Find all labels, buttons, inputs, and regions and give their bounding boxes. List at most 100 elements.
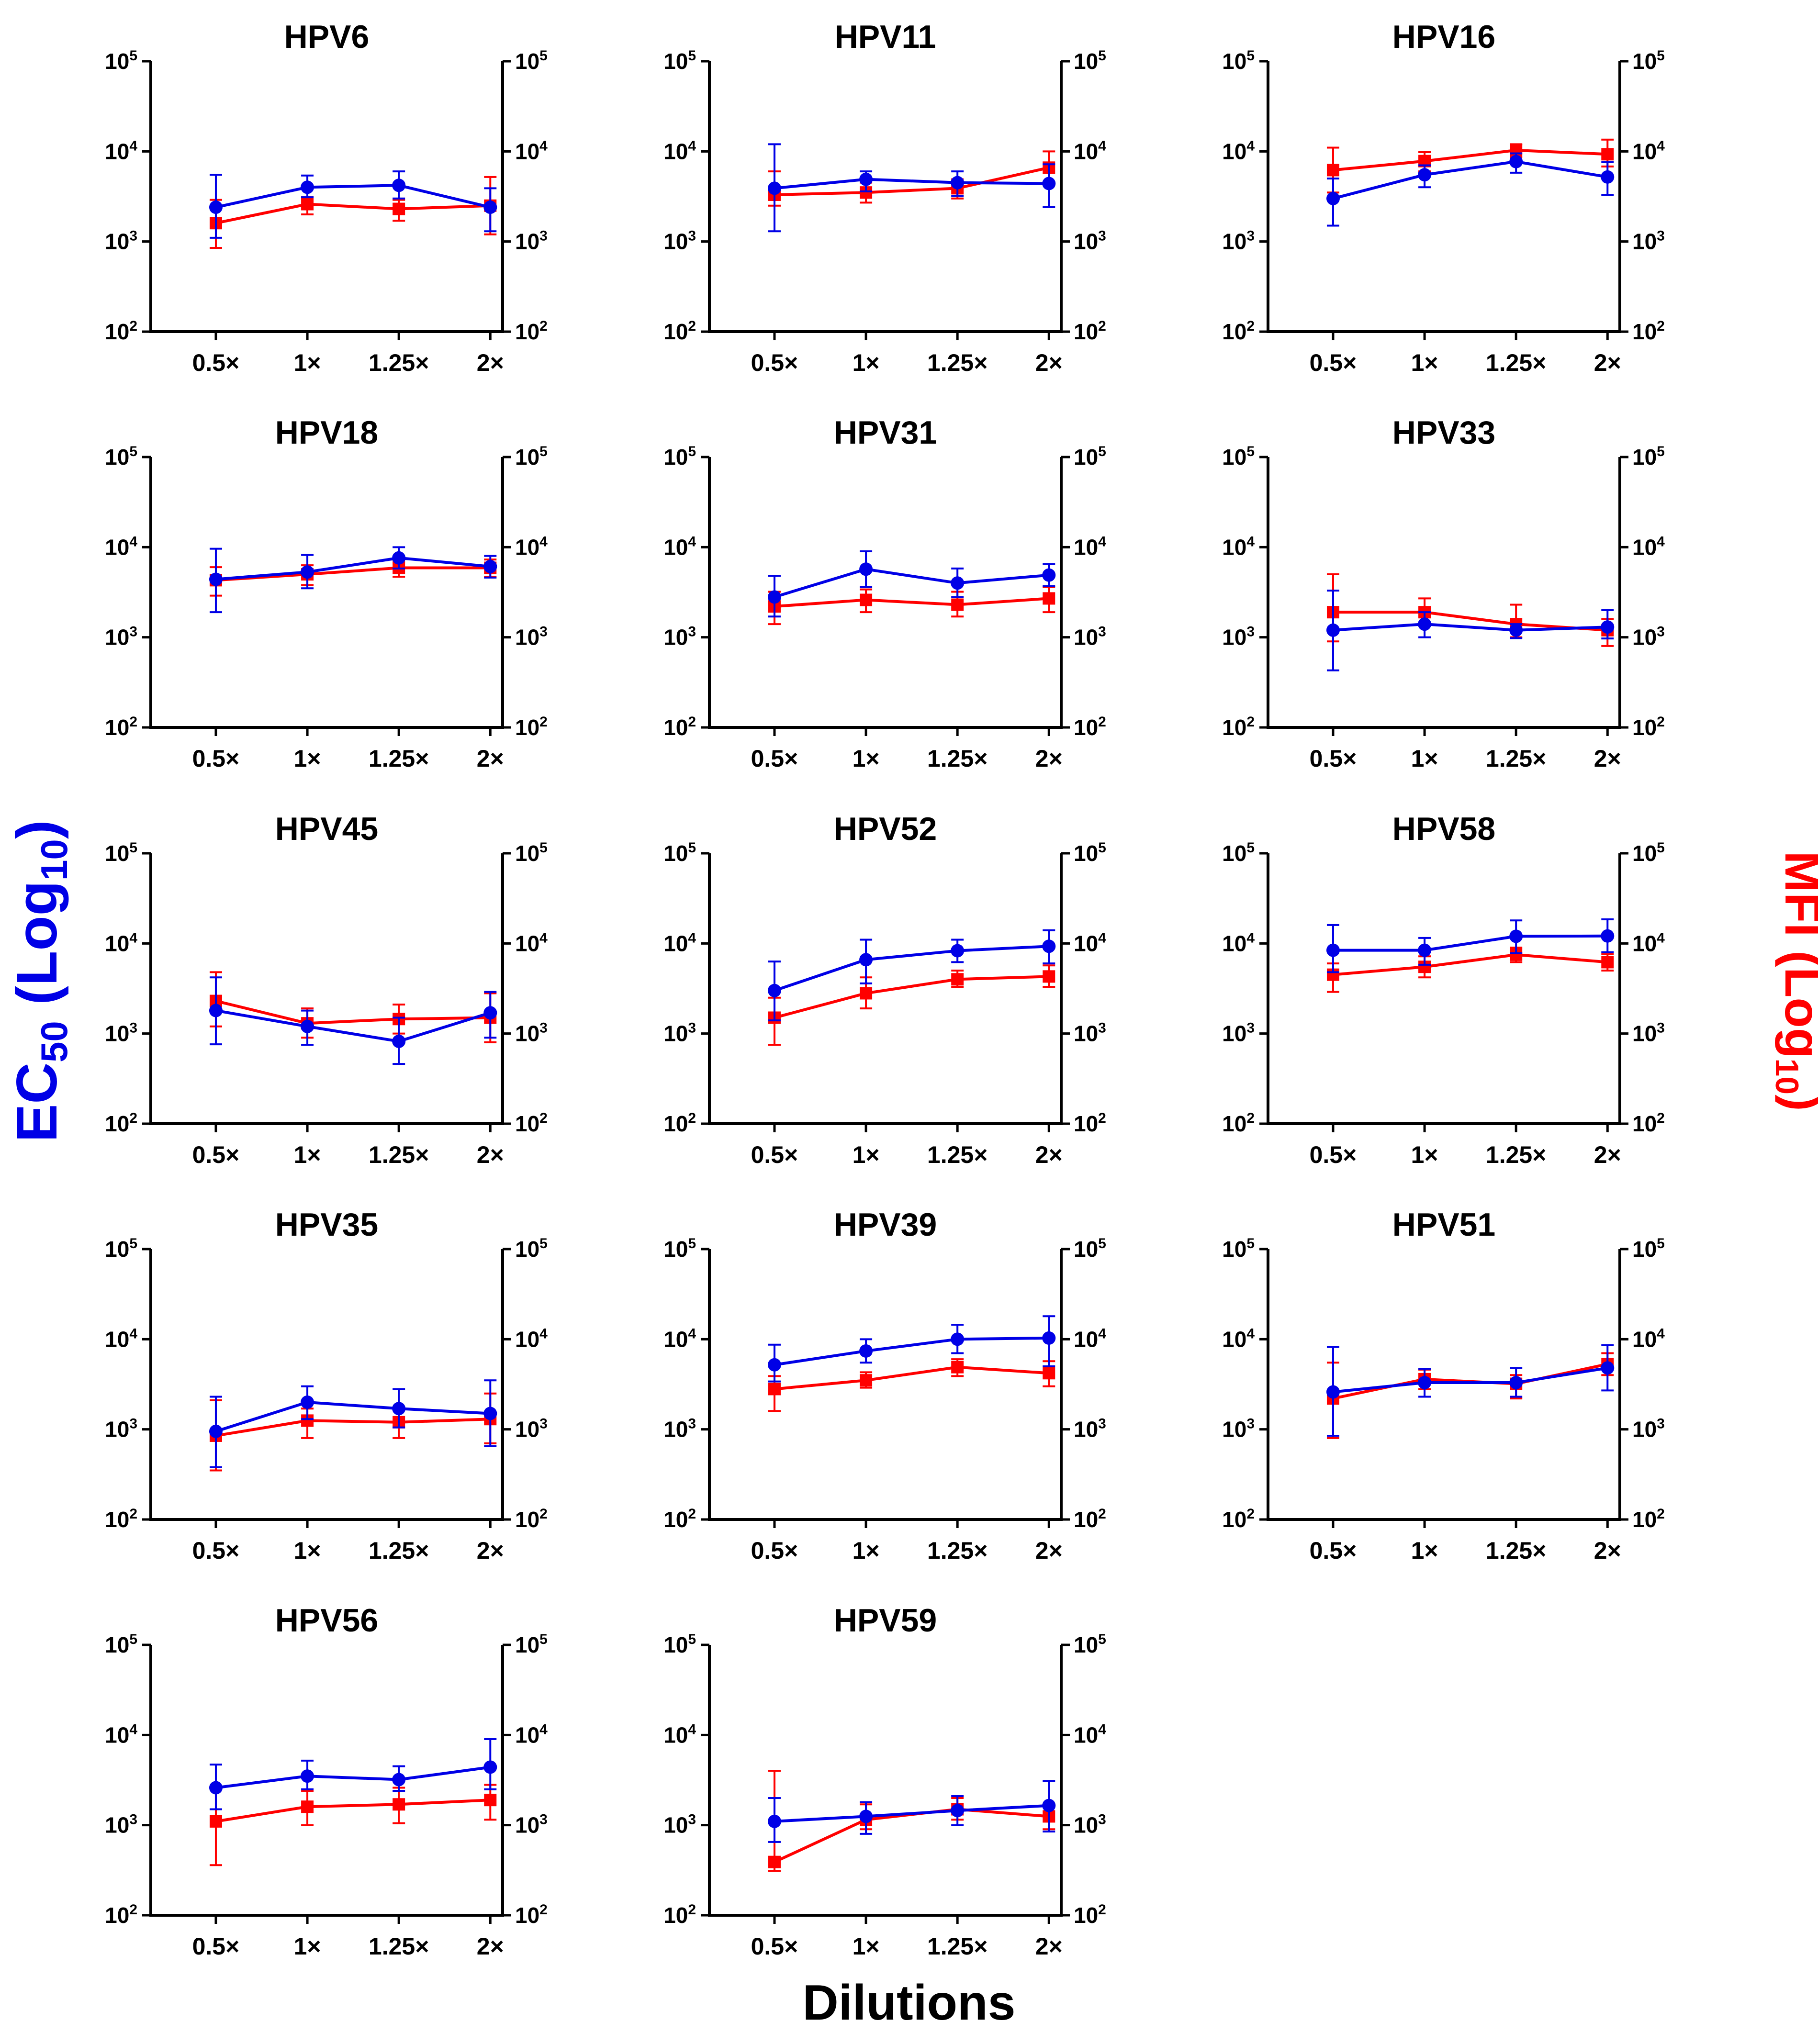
y-tick-label: 103 — [663, 1812, 696, 1838]
ec50-series-line — [1333, 1366, 1608, 1394]
mfi-series-line — [774, 166, 1049, 197]
y-tick-label: 102 — [1222, 714, 1255, 740]
y-tick-label: 103 — [105, 228, 137, 254]
ec50-point — [767, 1814, 781, 1828]
y2-tick-label: 105 — [1632, 1236, 1665, 1262]
y-tick-label: 103 — [663, 1020, 696, 1046]
mfi-point — [1043, 970, 1055, 983]
ec50-series-line — [215, 1765, 491, 1789]
left-axis-title-rest: (Log — [5, 881, 69, 1021]
y-tick-label: 103 — [105, 624, 137, 650]
y2-tick-label: 104 — [1074, 138, 1106, 164]
y-tick-label: 102 — [105, 1110, 137, 1136]
x-tick-label: 2× — [1035, 745, 1063, 772]
y-tick-label: 104 — [663, 1326, 696, 1351]
mfi-point — [1043, 592, 1055, 605]
chart-panel: HPV58 102 102 103 103 104 104 105 105 0.5× 1× 1.25×… — [1222, 811, 1665, 1168]
y-tick-label: 105 — [663, 48, 696, 74]
y2-tick-label: 105 — [515, 444, 548, 469]
y-tick-label: 105 — [105, 48, 137, 74]
ec50-point — [951, 576, 965, 590]
y2-tick-label: 104 — [1632, 138, 1665, 164]
y-tick-label: 103 — [663, 1416, 696, 1442]
panel-title: HPV59 — [834, 1602, 937, 1639]
mfi-point — [1043, 1367, 1055, 1380]
left-axis-title-close: ) — [5, 820, 69, 839]
y-tick-label: 102 — [105, 318, 137, 344]
x-tick-label: 0.5× — [192, 1537, 240, 1564]
y-tick-label: 102 — [105, 1902, 137, 1928]
ec50-point — [1042, 1798, 1056, 1812]
right-axis-title-close: ) — [1774, 1095, 1818, 1111]
x-tick-label: 0.5× — [751, 1537, 798, 1564]
ec50-point — [209, 572, 223, 586]
y2-tick-label: 104 — [1074, 1721, 1106, 1747]
x-tick-label: 0.5× — [192, 745, 240, 772]
y-tick-label: 104 — [105, 930, 137, 956]
y2-tick-label: 104 — [1074, 930, 1106, 956]
x-tick-label: 2× — [477, 349, 504, 376]
y-tick-label: 102 — [663, 714, 696, 740]
ec50-point — [767, 590, 781, 604]
y-tick-label: 103 — [1222, 228, 1255, 254]
x-tick-label: 1× — [853, 1141, 880, 1168]
ec50-point — [859, 1344, 873, 1358]
panel-title: HPV6 — [284, 19, 370, 55]
x-tick-label: 1.25× — [927, 1537, 988, 1564]
y2-tick-label: 103 — [1632, 1416, 1665, 1442]
x-tick-label: 0.5× — [751, 745, 798, 772]
mfi-point — [301, 198, 314, 211]
y-tick-label: 103 — [105, 1020, 137, 1046]
right-axis-title-sub: 10 — [1769, 1058, 1805, 1095]
ec50-point — [483, 1006, 497, 1020]
x-tick-label: 0.5× — [192, 1141, 240, 1168]
ec50-series-line — [774, 1336, 1049, 1366]
y-tick-label: 102 — [663, 1902, 696, 1928]
ec50-point — [483, 559, 497, 573]
y-tick-label: 103 — [1222, 1416, 1255, 1442]
y2-tick-label: 102 — [1632, 1506, 1665, 1532]
x-tick-label: 1.25× — [1486, 745, 1547, 772]
ec50-point — [951, 176, 965, 190]
y2-tick-label: 103 — [515, 624, 548, 650]
ec50-point — [859, 562, 873, 576]
panel-title: HPV16 — [1392, 19, 1495, 55]
ec50-series-line — [1333, 160, 1608, 200]
x-tick-label: 2× — [1594, 349, 1621, 376]
y2-tick-label: 104 — [1074, 1326, 1106, 1351]
x-tick-label: 2× — [1035, 349, 1063, 376]
x-tick-label: 1× — [853, 745, 880, 772]
ec50-point — [301, 180, 314, 194]
y2-tick-label: 102 — [515, 1902, 548, 1928]
y-tick-label: 104 — [105, 1721, 137, 1747]
x-tick-label: 2× — [1594, 1141, 1621, 1168]
chart-panels: HPV6 102 102 103 103 104 104 105 105 0.5× 1× 1.25× 2… — [105, 19, 1665, 1960]
y2-tick-label: 102 — [1632, 714, 1665, 740]
y2-tick-label: 102 — [515, 1506, 548, 1532]
y-tick-label: 105 — [663, 1631, 696, 1657]
x-tick-label: 1× — [294, 745, 321, 772]
mfi-point — [860, 593, 873, 606]
x-tick-label: 0.5× — [751, 1933, 798, 1960]
y-tick-label: 103 — [105, 1416, 137, 1442]
x-tick-label: 1× — [294, 1933, 321, 1960]
y-tick-label: 103 — [105, 1812, 137, 1838]
panel-title: HPV56 — [275, 1602, 378, 1639]
y-tick-label: 104 — [1222, 534, 1255, 559]
y2-tick-label: 102 — [515, 1110, 548, 1136]
y-tick-label: 104 — [663, 534, 696, 559]
x-tick-label: 1× — [1411, 1141, 1438, 1168]
x-tick-label: 1.25× — [369, 1933, 429, 1960]
ec50-point — [1326, 191, 1340, 205]
panel-title: HPV51 — [1392, 1206, 1495, 1243]
y2-tick-label: 105 — [1074, 840, 1106, 866]
y2-tick-label: 103 — [515, 1416, 548, 1442]
y2-tick-label: 104 — [1632, 930, 1665, 956]
ec50-point — [1509, 623, 1523, 637]
mfi-point — [768, 1855, 781, 1868]
x-tick-label: 1.25× — [1486, 349, 1547, 376]
panel-title: HPV45 — [275, 811, 378, 847]
y-tick-label: 105 — [1222, 48, 1255, 74]
x-tick-label: 1× — [1411, 745, 1438, 772]
